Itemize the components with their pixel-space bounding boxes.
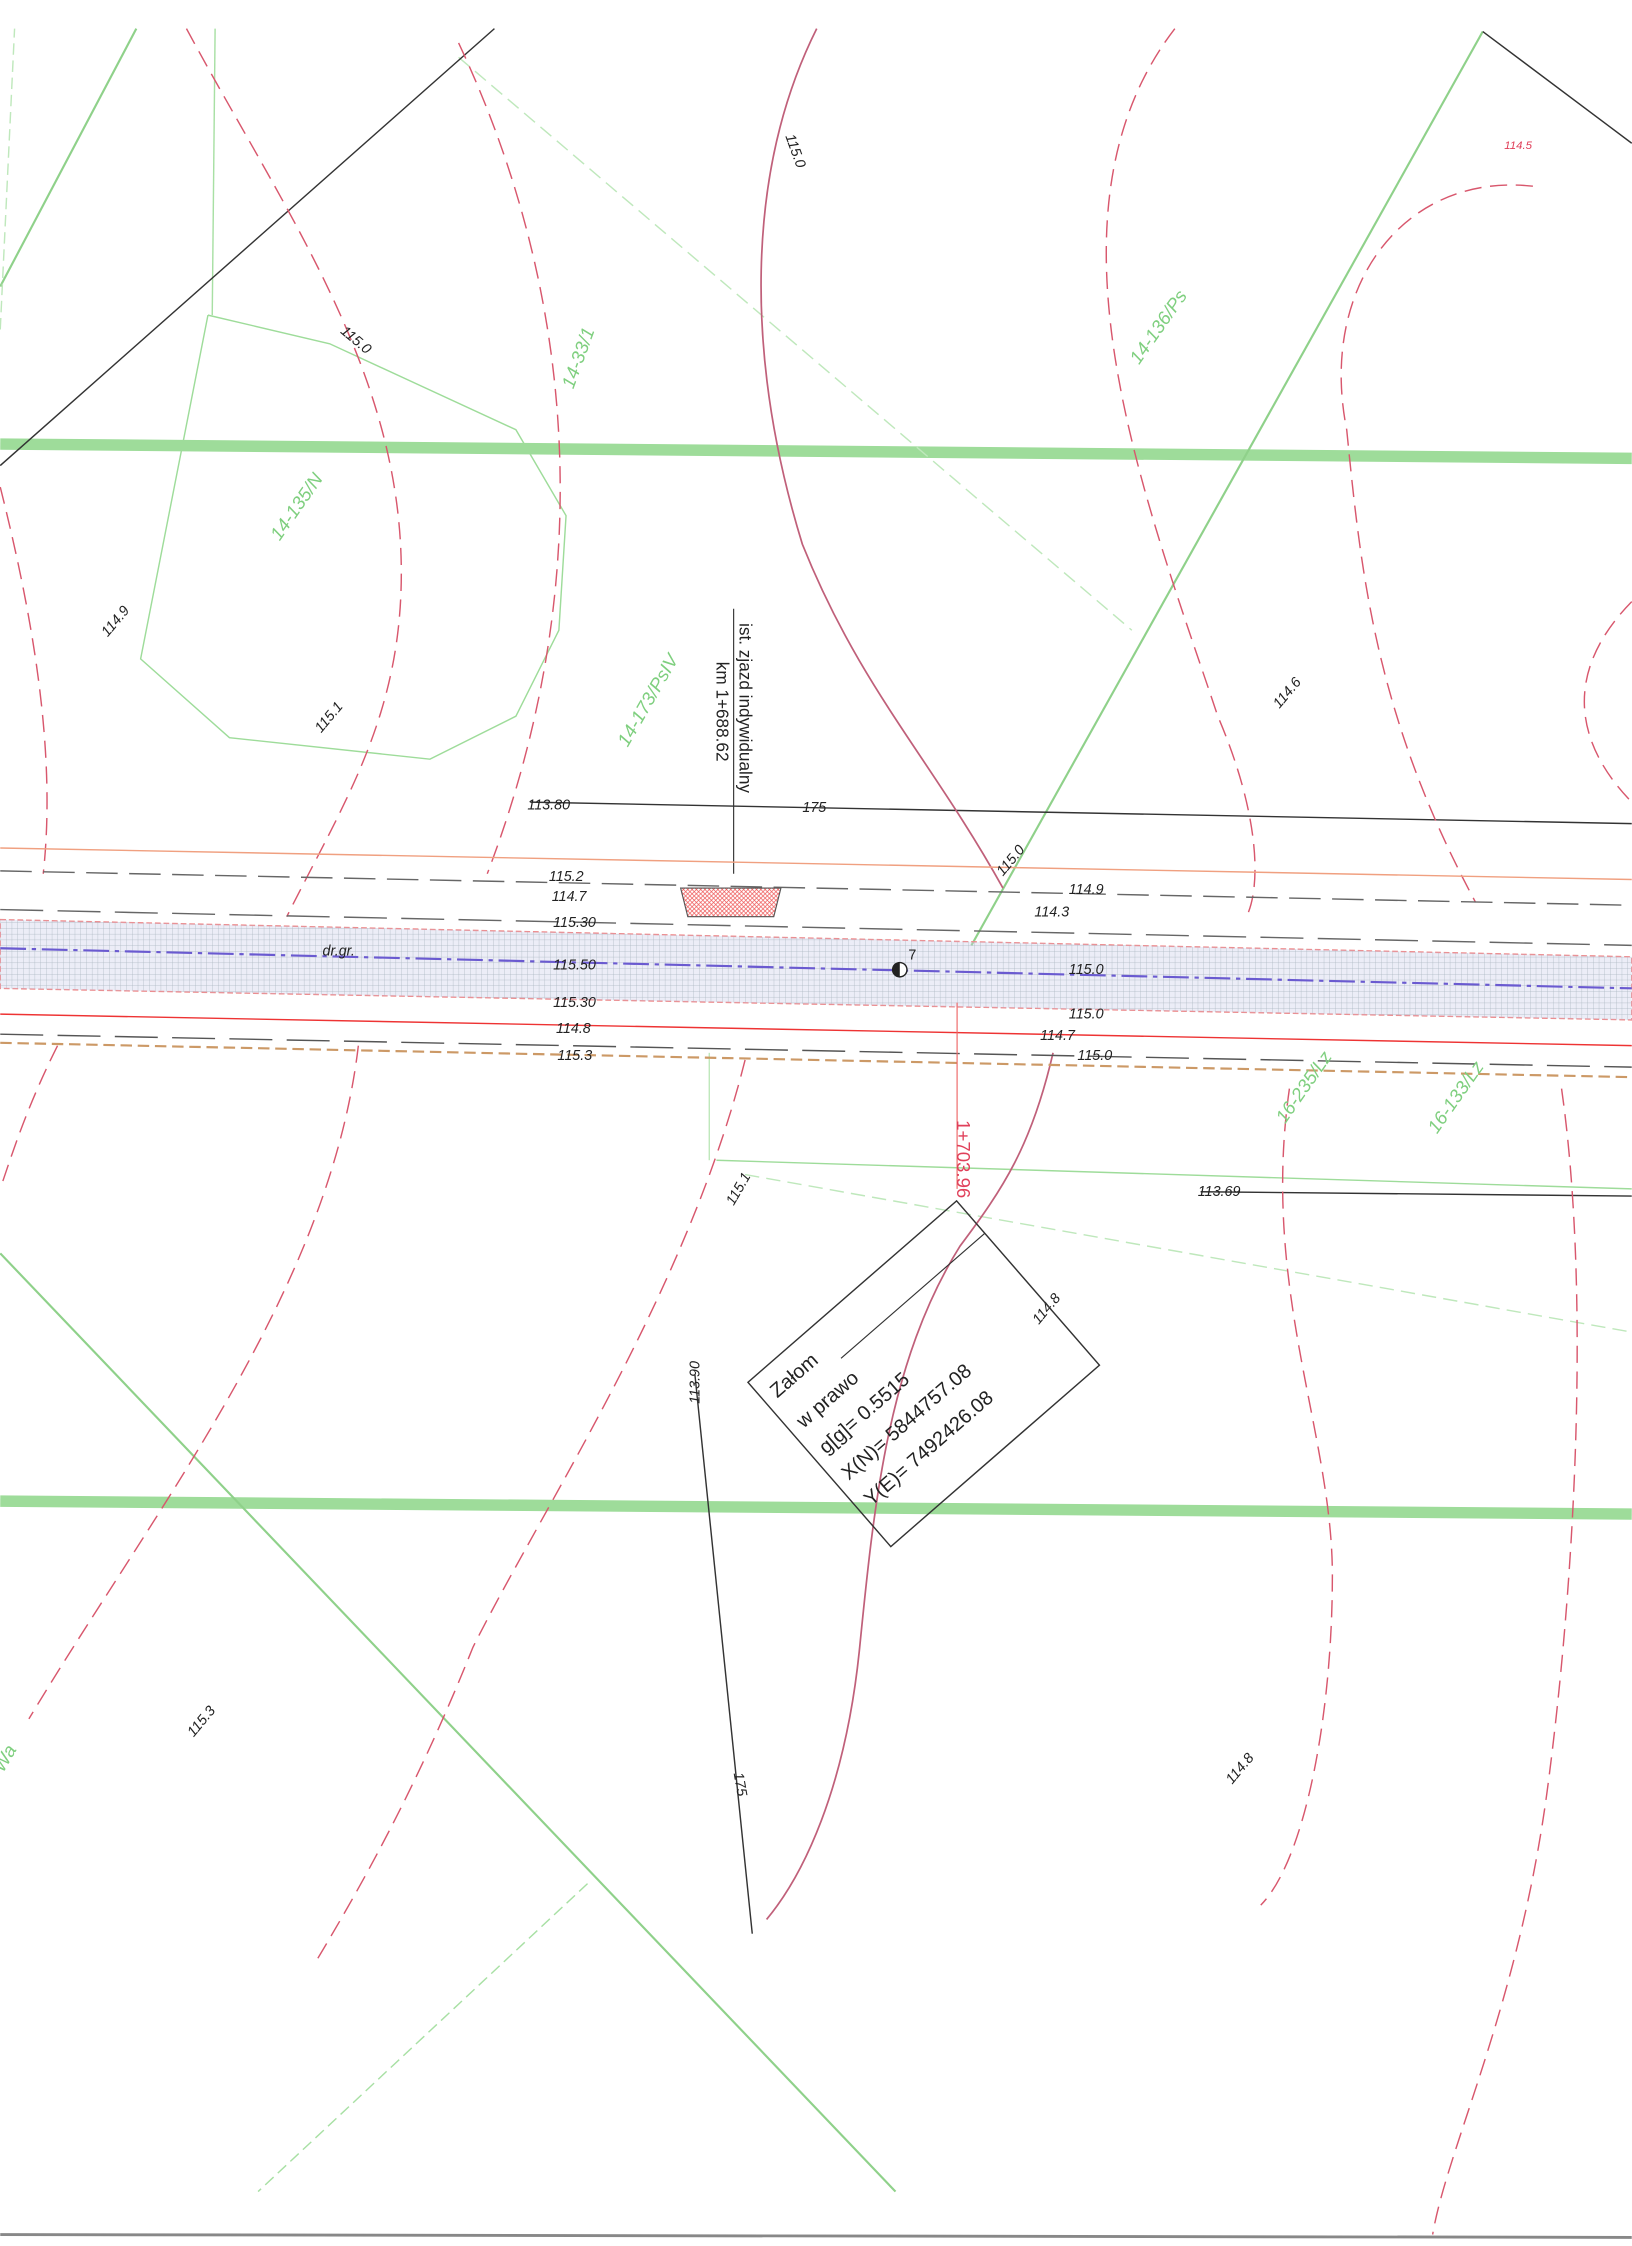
elevation: 115.0 [1069, 962, 1104, 978]
box-frame [746, 1199, 1101, 1548]
elevation: 114.7 [552, 889, 588, 905]
elevation: 113.80 [527, 797, 570, 813]
elevation: 115.30 [553, 995, 596, 1011]
access-chainage: km 1+688.62 [712, 662, 732, 762]
elevation: 114.9 [1069, 882, 1104, 898]
elevation: 115.50 [553, 958, 596, 974]
elevation: 114.7 [1040, 1028, 1076, 1044]
elevation: 114.3 [1034, 905, 1069, 921]
box-divider [840, 1232, 986, 1359]
elevation: 115.30 [553, 915, 596, 931]
elevation: 115.0 [1077, 1048, 1112, 1064]
elevation: 115.3 [557, 1048, 592, 1064]
road-label: dr.gr. [323, 943, 355, 959]
elevation: 113.69 [1198, 1184, 1241, 1200]
elevation: 114.8 [556, 1021, 591, 1037]
elevation: 115.2 [549, 869, 584, 885]
point-number: 7 [908, 948, 916, 964]
elevation: 114.5 [1504, 140, 1532, 152]
elevation: 175 [730, 1771, 750, 1797]
elevation: 113.90 [687, 1361, 703, 1404]
chainage: 1+703.96 [953, 1120, 974, 1198]
elevation: 115.0 [1069, 1006, 1104, 1022]
linework [0, 28, 1632, 2239]
elevation: 175 [802, 800, 826, 816]
access-note: ist. zjazd indywidualny [735, 623, 755, 793]
